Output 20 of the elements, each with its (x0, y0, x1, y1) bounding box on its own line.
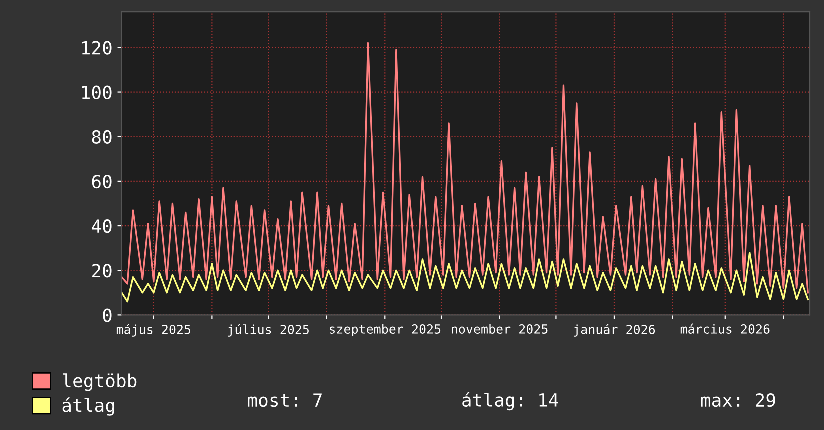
y-tick-label: 60 (92, 174, 112, 189)
x-tick-label: július 2025 (228, 324, 309, 337)
text: most: 7 (248, 394, 322, 408)
text: max: 29 (701, 393, 776, 408)
x-tick-label: november 2025 (452, 324, 548, 334)
legend-label: átlag (62, 398, 114, 416)
x-tick-label: január 2026 (574, 324, 656, 337)
line-series (122, 252, 809, 303)
legend-label: legtöbb (63, 374, 137, 392)
line-series (122, 42, 809, 294)
y-tick-label: 80 (92, 130, 112, 144)
y-tick-label: 100 (82, 86, 112, 100)
y-tick-label: 20 (92, 264, 112, 278)
x-tick-label: március 2026 (680, 324, 770, 334)
x-tick-label: szeptember 2025 (330, 324, 441, 336)
y-tick-label: 120 (82, 41, 112, 55)
text: átlag: 14 (462, 392, 558, 411)
y-tick-label: 0 (103, 308, 112, 322)
x-tick-label: május 2025 (116, 324, 191, 337)
y-tick-label: 40 (92, 220, 112, 234)
